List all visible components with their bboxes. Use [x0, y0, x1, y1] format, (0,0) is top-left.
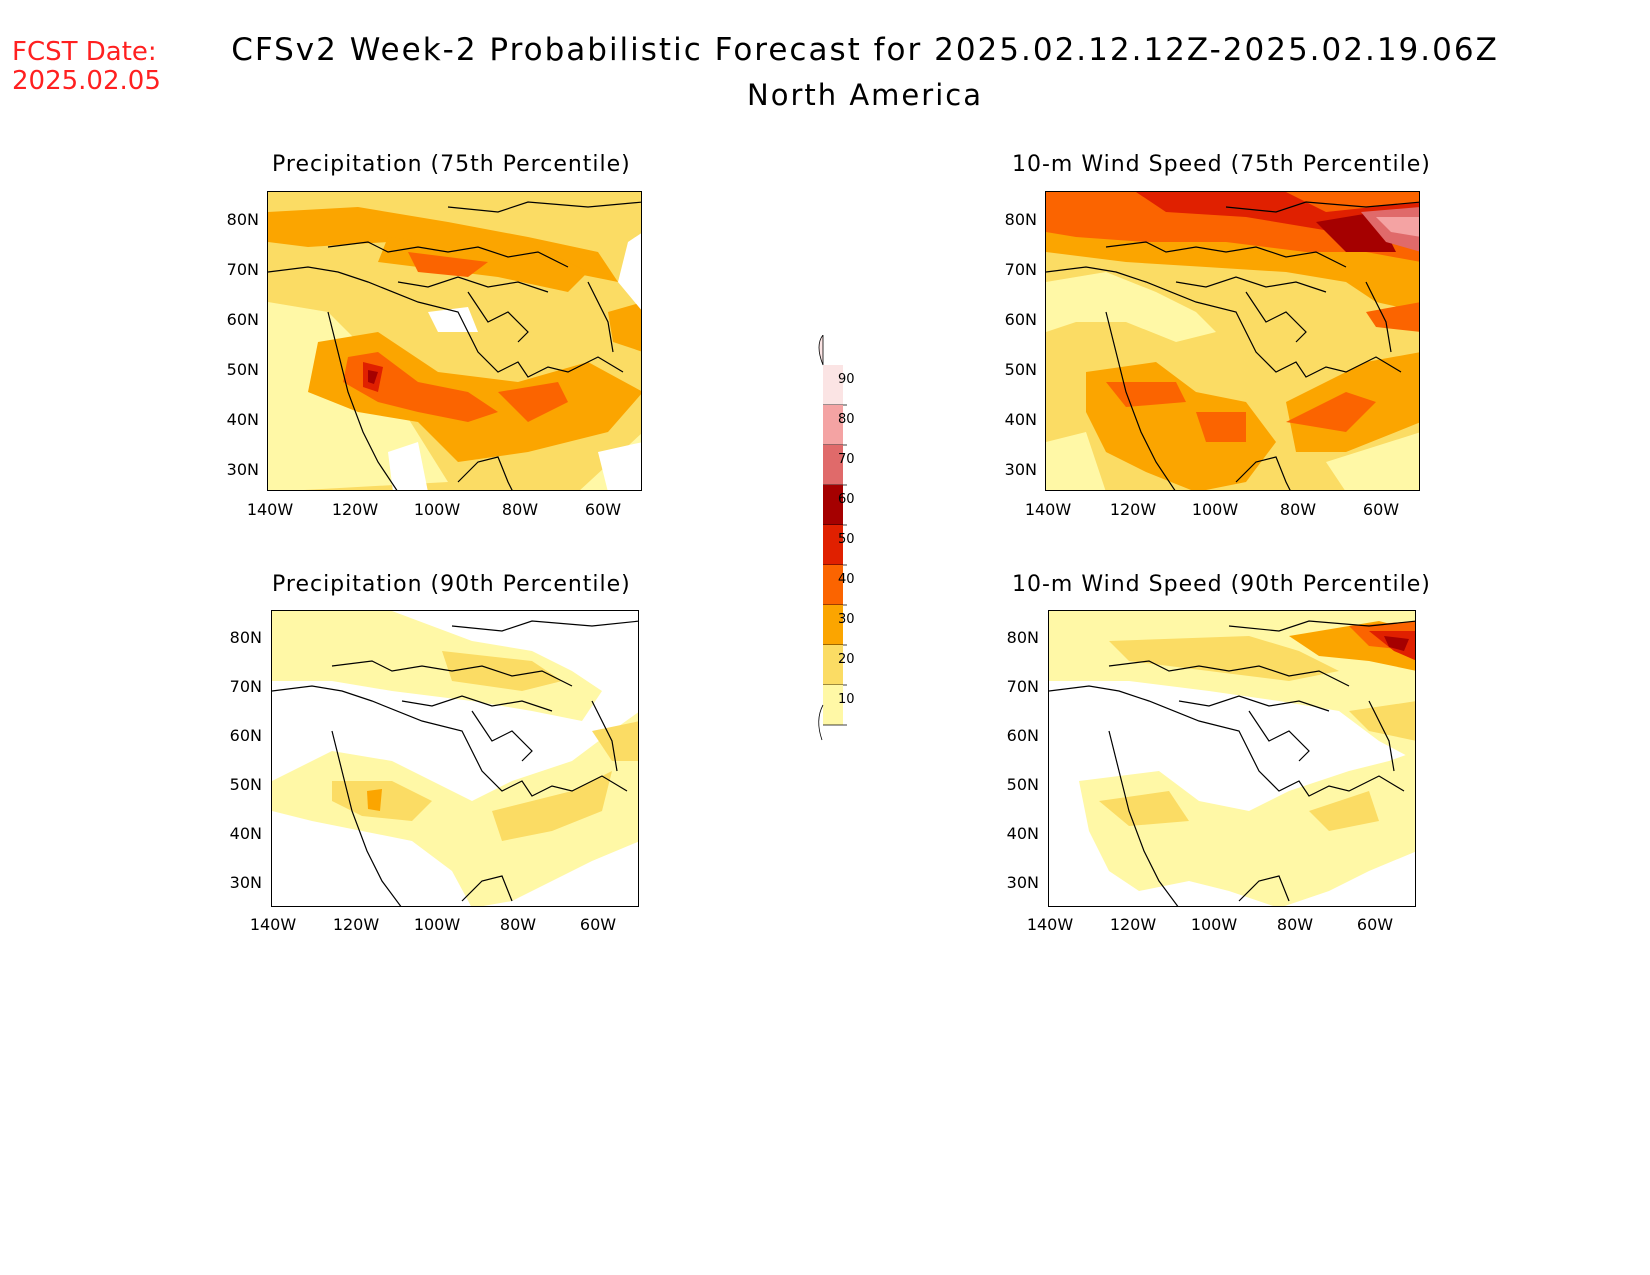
lat-label: 80N — [229, 628, 262, 647]
lon-label: 80W — [1276, 915, 1314, 934]
colorbar-label: 30 — [838, 612, 855, 627]
colorbar-label: 20 — [838, 652, 855, 667]
lon-label: 60W — [1356, 915, 1394, 934]
lon-label: 140W — [246, 500, 294, 519]
lon-label: 140W — [1024, 500, 1072, 519]
panel-title: Precipitation (90th Percentile) — [272, 572, 631, 597]
map-precip-90 — [271, 610, 639, 907]
lon-label: 140W — [249, 915, 297, 934]
lon-label: 100W — [1190, 915, 1238, 934]
colorbar-swatch — [823, 605, 843, 645]
map-field — [1049, 611, 1415, 906]
panel-title: 10-m Wind Speed (90th Percentile) — [1012, 572, 1431, 597]
lon-label: 140W — [1026, 915, 1074, 934]
lat-label: 60N — [1004, 310, 1037, 329]
colorbar-swatch — [823, 645, 843, 685]
colorbar-label: 70 — [838, 452, 855, 467]
lon-label: 100W — [1191, 500, 1239, 519]
lon-label: 60W — [1362, 500, 1400, 519]
lat-label: 30N — [229, 873, 262, 892]
colorbar-label: 50 — [838, 532, 855, 547]
map-wind-90 — [1048, 610, 1416, 907]
lon-label: 60W — [579, 915, 617, 934]
colorbar-swatches — [818, 335, 847, 741]
colorbar-swatch — [823, 445, 843, 485]
lat-label: 50N — [1004, 360, 1037, 379]
lon-label: 100W — [413, 915, 461, 934]
main-title: CFSv2 Week-2 Probabilistic Forecast for … — [231, 32, 1499, 68]
lat-label: 80N — [226, 210, 259, 229]
lat-label: 40N — [229, 824, 262, 843]
panel-title: Precipitation (75th Percentile) — [272, 152, 631, 177]
colorbar-label: 80 — [838, 412, 855, 427]
lon-label: 80W — [501, 500, 539, 519]
lat-label: 60N — [229, 726, 262, 745]
lon-label: 120W — [1109, 500, 1157, 519]
lat-label: 80N — [1006, 628, 1039, 647]
forecast-date-value: 2025.02.05 — [12, 66, 161, 96]
map-precip-75 — [267, 191, 642, 491]
colorbar-swatch — [823, 365, 843, 405]
lon-label: 120W — [331, 500, 379, 519]
lat-label: 30N — [1006, 873, 1039, 892]
lat-label: 50N — [1006, 775, 1039, 794]
lat-label: 50N — [226, 360, 259, 379]
map-field — [1046, 192, 1419, 490]
panel-title: 10-m Wind Speed (75th Percentile) — [1012, 152, 1431, 177]
map-field — [268, 192, 641, 490]
colorbar-label: 60 — [838, 492, 855, 507]
forecast-date-label: FCST Date: — [12, 37, 157, 67]
colorbar-label: 90 — [838, 372, 855, 387]
lon-label: 120W — [1109, 915, 1157, 934]
lon-label: 100W — [413, 500, 461, 519]
forecast-date: FCST Date: 2025.02.05 — [12, 38, 161, 96]
colorbar-label: 40 — [838, 572, 855, 587]
colorbar-swatch — [823, 525, 843, 565]
lat-label: 70N — [226, 260, 259, 279]
lon-label: 80W — [1279, 500, 1317, 519]
lat-label: 60N — [1006, 726, 1039, 745]
lon-label: 60W — [584, 500, 622, 519]
lat-label: 70N — [1004, 260, 1037, 279]
map-field — [272, 611, 638, 906]
lat-label: 30N — [226, 460, 259, 479]
lat-label: 70N — [1006, 677, 1039, 696]
map-wind-75 — [1045, 191, 1420, 491]
lat-label: 40N — [226, 410, 259, 429]
lon-label: 120W — [332, 915, 380, 934]
lat-label: 70N — [229, 677, 262, 696]
colorbar-swatch — [823, 485, 843, 525]
lat-label: 80N — [1004, 210, 1037, 229]
lat-label: 50N — [229, 775, 262, 794]
lon-label: 80W — [499, 915, 537, 934]
lat-label: 40N — [1006, 824, 1039, 843]
colorbar-swatch — [823, 685, 843, 725]
region-title: North America — [747, 78, 983, 112]
lat-label: 30N — [1004, 460, 1037, 479]
lat-label: 60N — [226, 310, 259, 329]
colorbar-swatch — [823, 405, 843, 445]
colorbar-label: 10 — [838, 692, 855, 707]
lat-label: 40N — [1004, 410, 1037, 429]
colorbar-swatch — [823, 565, 843, 605]
